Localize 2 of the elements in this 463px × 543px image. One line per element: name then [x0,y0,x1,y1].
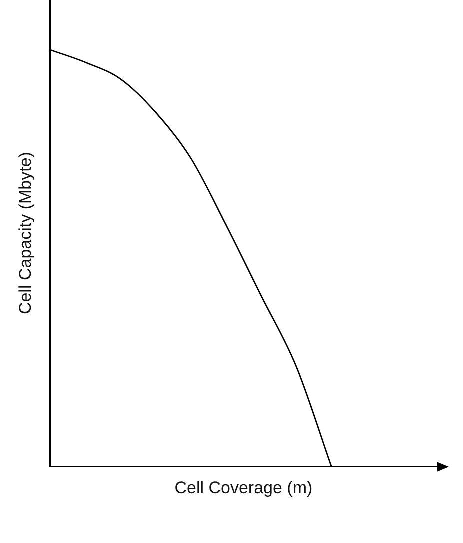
y-axis-title: Cell Capacity (Mbyte) [16,152,35,315]
x-axis-title: Cell Coverage (m) [174,478,313,498]
